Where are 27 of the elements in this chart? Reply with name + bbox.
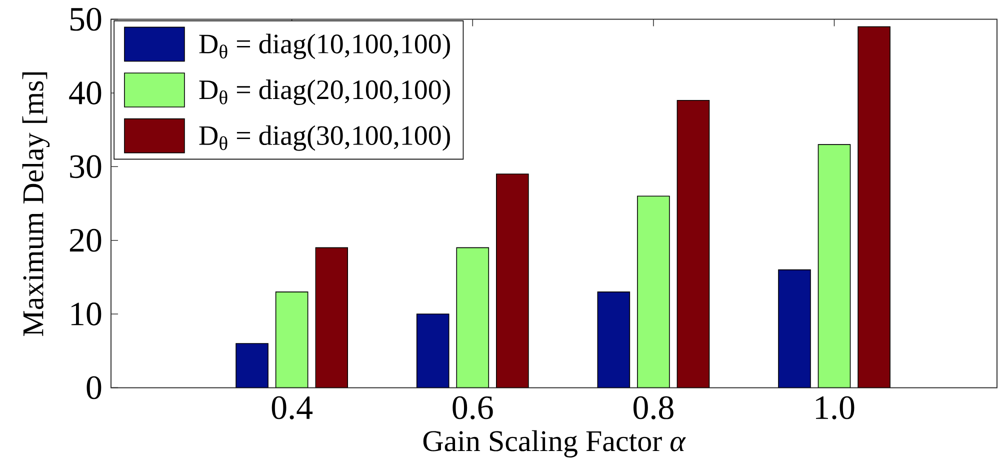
y-tick-label: 50 — [70, 8, 102, 31]
legend-label: D$_{θ}$ = diag(30,100,100) — [199, 125, 450, 151]
bar — [637, 196, 670, 388]
bar — [456, 247, 490, 388]
x-tick-label: 1.0 — [816, 396, 854, 420]
bar — [676, 100, 710, 388]
bar — [236, 343, 268, 388]
legend-label: D$_{θ}$ = diag(20,100,100) — [199, 80, 450, 106]
y-tick-label: 0 — [86, 376, 102, 400]
bar — [416, 314, 450, 388]
y-axis-title: Maximum Delay [ms] — [22, 72, 50, 336]
x-tick-label: 0.4 — [272, 396, 313, 420]
legend-label: D$_{θ}$ = diag(10,100,100) — [199, 34, 450, 60]
bar — [858, 26, 890, 388]
bar — [778, 269, 811, 388]
x-axis-title: Gain Scaling Factor α — [423, 430, 686, 458]
y-tick-label: 40 — [69, 82, 102, 104]
y-tick-label: 20 — [70, 228, 102, 252]
bar — [597, 292, 630, 388]
x-tick-label: 0.6 — [452, 396, 493, 420]
bar — [315, 247, 348, 388]
bar — [275, 292, 308, 388]
y-tick-label: 10 — [71, 302, 102, 326]
bar — [818, 144, 851, 388]
y-tick-label: 30 — [70, 155, 102, 178]
x-tick-label: 0.8 — [634, 396, 674, 420]
bar — [496, 174, 529, 388]
